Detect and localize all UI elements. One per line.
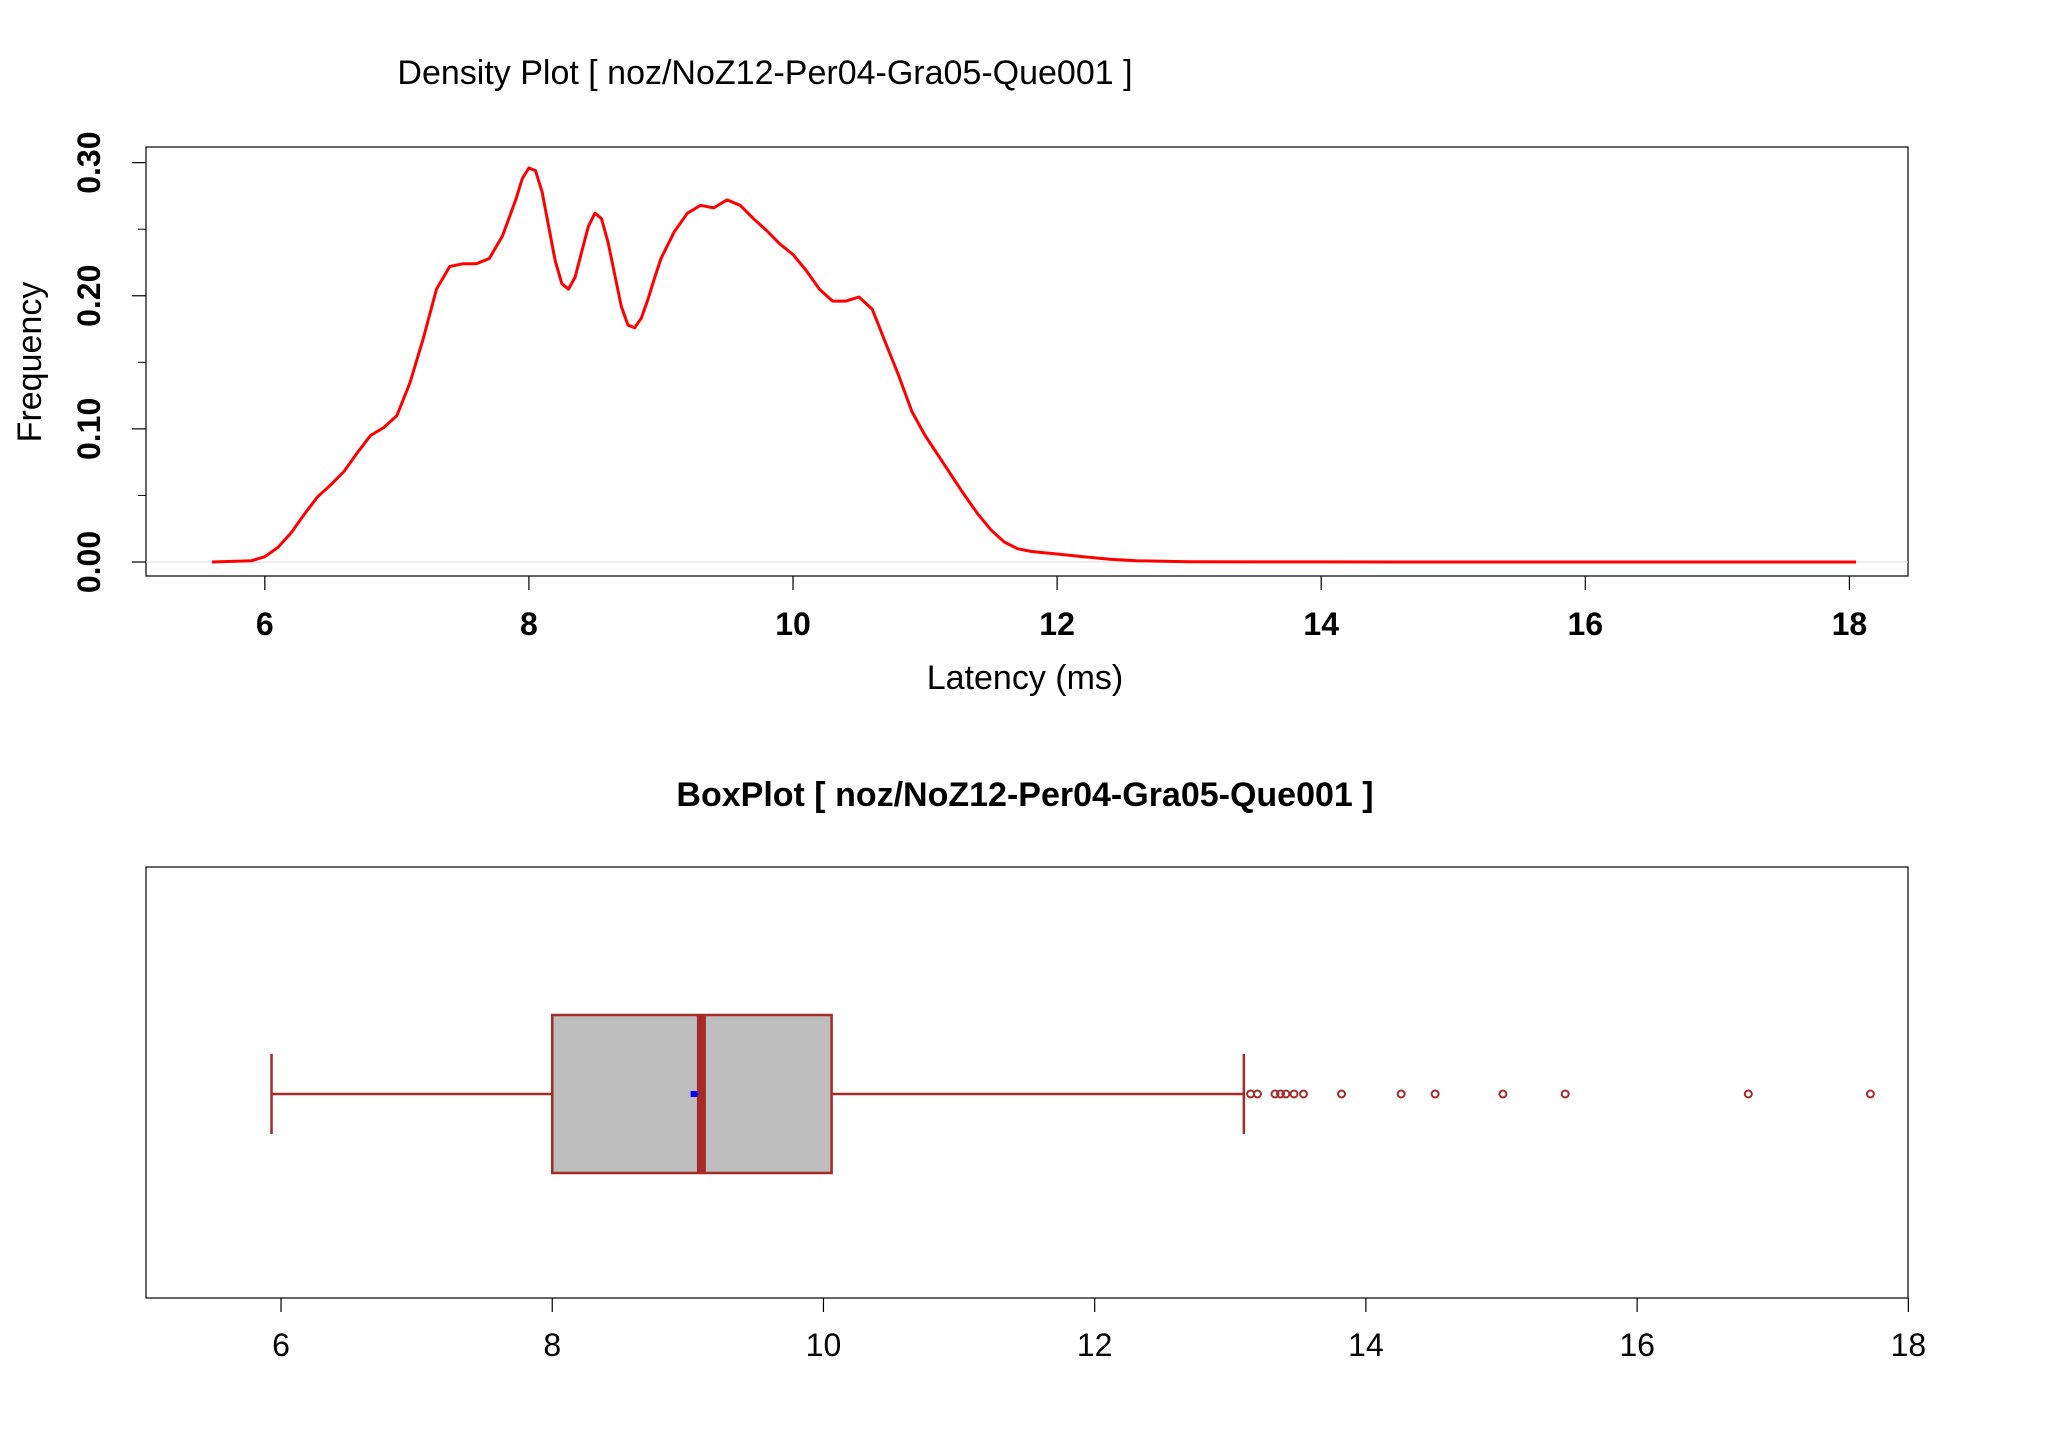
boxplot-x-tick-label: 18 <box>1891 1327 1927 1363</box>
density-y-tick-label: 0.10 <box>71 398 107 460</box>
density-x-axis: 6 8 10 12 14 16 18 <box>256 576 1867 642</box>
density-y-tick-label: 0.30 <box>71 132 107 194</box>
density-title: Density Plot [ noz/NoZ12-Per04-Gra05-Que… <box>397 54 1132 92</box>
density-y-axis-label: Frequency <box>11 282 49 443</box>
boxplot-x-axis: 6 8 10 12 14 16 18 <box>272 1298 1926 1363</box>
boxplot-outlier-point <box>1865 1089 1875 1099</box>
boxplot-title: BoxPlot [ noz/NoZ12-Per04-Gra05-Que001 ] <box>676 776 1373 814</box>
density-x-tick-label: 10 <box>775 606 811 642</box>
boxplot-outlier-point <box>1270 1089 1280 1099</box>
boxplot-x-tick-label: 16 <box>1619 1327 1655 1363</box>
density-panel: Density Plot [ noz/NoZ12-Per04-Gra05-Que… <box>11 54 1909 697</box>
boxplot-x-tick-label: 12 <box>1077 1327 1113 1363</box>
boxplot-outlier-point <box>1498 1089 1508 1099</box>
density-y-tick-label: 0.00 <box>71 531 107 593</box>
density-y-tick-label: 0.20 <box>71 265 107 327</box>
boxplot-outlier-point <box>1396 1089 1406 1099</box>
boxplot-outlier-point <box>1560 1089 1570 1099</box>
boxplot-outlier-point <box>1743 1089 1753 1099</box>
boxplot-outlier-point <box>1337 1089 1346 1099</box>
density-x-tick-label: 16 <box>1568 606 1604 642</box>
boxplot-outlier-point <box>1276 1089 1285 1099</box>
boxplot-x-tick-label: 8 <box>543 1327 561 1363</box>
boxplot-panel: BoxPlot [ noz/NoZ12-Per04-Gra05-Que001 ]… <box>145 776 1926 1363</box>
boxplot-outliers <box>1246 1089 1875 1099</box>
boxplot-frame <box>145 866 1909 1299</box>
density-x-tick-label: 8 <box>520 606 538 642</box>
density-y-axis: 0.00 0.10 0.20 0.30 <box>71 132 146 593</box>
density-x-axis-label: Latency (ms) <box>927 659 1124 697</box>
boxplot-outlier-point <box>1430 1089 1440 1099</box>
boxplot-outlier-point <box>1289 1089 1299 1099</box>
density-x-tick-label: 12 <box>1039 606 1075 642</box>
boxplot-mean-marker <box>690 1091 698 1097</box>
density-x-tick-label: 14 <box>1303 606 1339 642</box>
boxplot-x-tick-label: 14 <box>1348 1327 1384 1363</box>
boxplot-outlier-point <box>1281 1089 1291 1099</box>
boxplot-x-tick-label: 10 <box>806 1327 842 1363</box>
boxplot-outlier-point <box>1252 1089 1262 1099</box>
density-series-line <box>211 166 1856 564</box>
boxplot-outlier-point <box>1299 1089 1308 1099</box>
density-plot-frame <box>145 146 1909 577</box>
density-x-tick-label: 18 <box>1832 606 1868 642</box>
boxplot-x-tick-label: 6 <box>272 1327 290 1363</box>
density-x-tick-label: 6 <box>256 606 274 642</box>
